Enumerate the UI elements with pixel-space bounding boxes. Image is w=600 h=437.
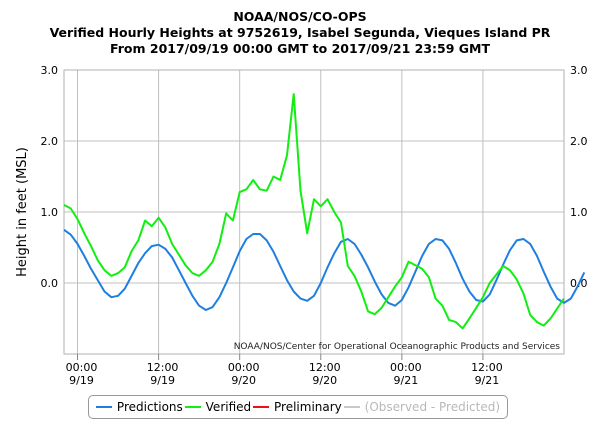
legend-label: (Observed - Predicted) — [364, 400, 501, 414]
y-axis-label: Height in feet (MSL) — [15, 147, 30, 277]
credit-text: NOAA/NOS/Center for Operational Oceanogr… — [234, 342, 561, 352]
y-tick-label-right: 3.0 — [570, 64, 588, 77]
x-tick-label-time: 00:00 — [390, 361, 422, 374]
legend-swatch — [253, 406, 270, 408]
x-tick-label-time: 00:00 — [66, 361, 98, 374]
plot-area — [63, 69, 565, 355]
grid — [64, 69, 564, 354]
chart-title-station: Verified Hourly Heights at 9752619, Isab… — [49, 25, 551, 40]
tide-chart: 0.01.02.03.0 0.01.02.03.0 00:009/1912:00… — [15, 64, 588, 387]
chart-title-agency: NOAA/NOS/CO-OPS — [233, 9, 367, 24]
y-axis-right: 0.01.02.03.0 — [570, 64, 588, 290]
legend-item[interactable]: Preliminary — [253, 400, 342, 414]
y-axis-left: 0.0 1.0 2.0 3.0 — [41, 64, 59, 290]
legend-label: Predictions — [116, 400, 183, 414]
x-tick-label-time: 00:00 — [228, 361, 260, 374]
legend: Predictions Verified Preliminary (Observed … — [88, 395, 508, 419]
chart-title-date-range: From 2017/09/19 00:00 GMT to 2017/09/21 … — [110, 41, 490, 56]
x-tick-label-time: 12:00 — [309, 361, 341, 374]
y-tick-label-left: 1.0 — [41, 206, 59, 219]
x-tick-label-date: 9/21 — [393, 374, 418, 387]
legend-label: Preliminary — [274, 400, 342, 414]
legend-item[interactable]: Verified — [184, 400, 252, 414]
legend-swatch — [343, 406, 360, 408]
x-tick-label-date: 9/20 — [231, 374, 256, 387]
x-tick-label-date: 9/20 — [312, 374, 337, 387]
y-tick-label-right: 1.0 — [570, 206, 588, 219]
x-axis: 00:009/1912:009/1900:009/2012:009/2000:0… — [66, 354, 503, 387]
series-line-verified — [63, 93, 565, 330]
x-tick-label-date: 9/19 — [150, 374, 175, 387]
y-tick-label-left: 3.0 — [41, 64, 59, 77]
series-line-predictions — [63, 228, 586, 311]
y-tick-label-right: 2.0 — [570, 135, 588, 148]
legend-swatch — [95, 406, 112, 408]
y-tick-label-left: 2.0 — [41, 135, 59, 148]
legend-label: Verified — [205, 400, 252, 414]
legend-swatch — [184, 406, 201, 408]
series — [63, 93, 586, 330]
legend-item[interactable]: (Observed - Predicted) — [343, 400, 501, 414]
x-tick-label-date: 9/21 — [475, 374, 500, 387]
y-tick-label-left: 0.0 — [41, 277, 59, 290]
x-tick-label-time: 12:00 — [147, 361, 179, 374]
legend-item[interactable]: Predictions — [95, 400, 183, 414]
x-tick-label-time: 12:00 — [471, 361, 503, 374]
x-tick-label-date: 9/19 — [69, 374, 94, 387]
